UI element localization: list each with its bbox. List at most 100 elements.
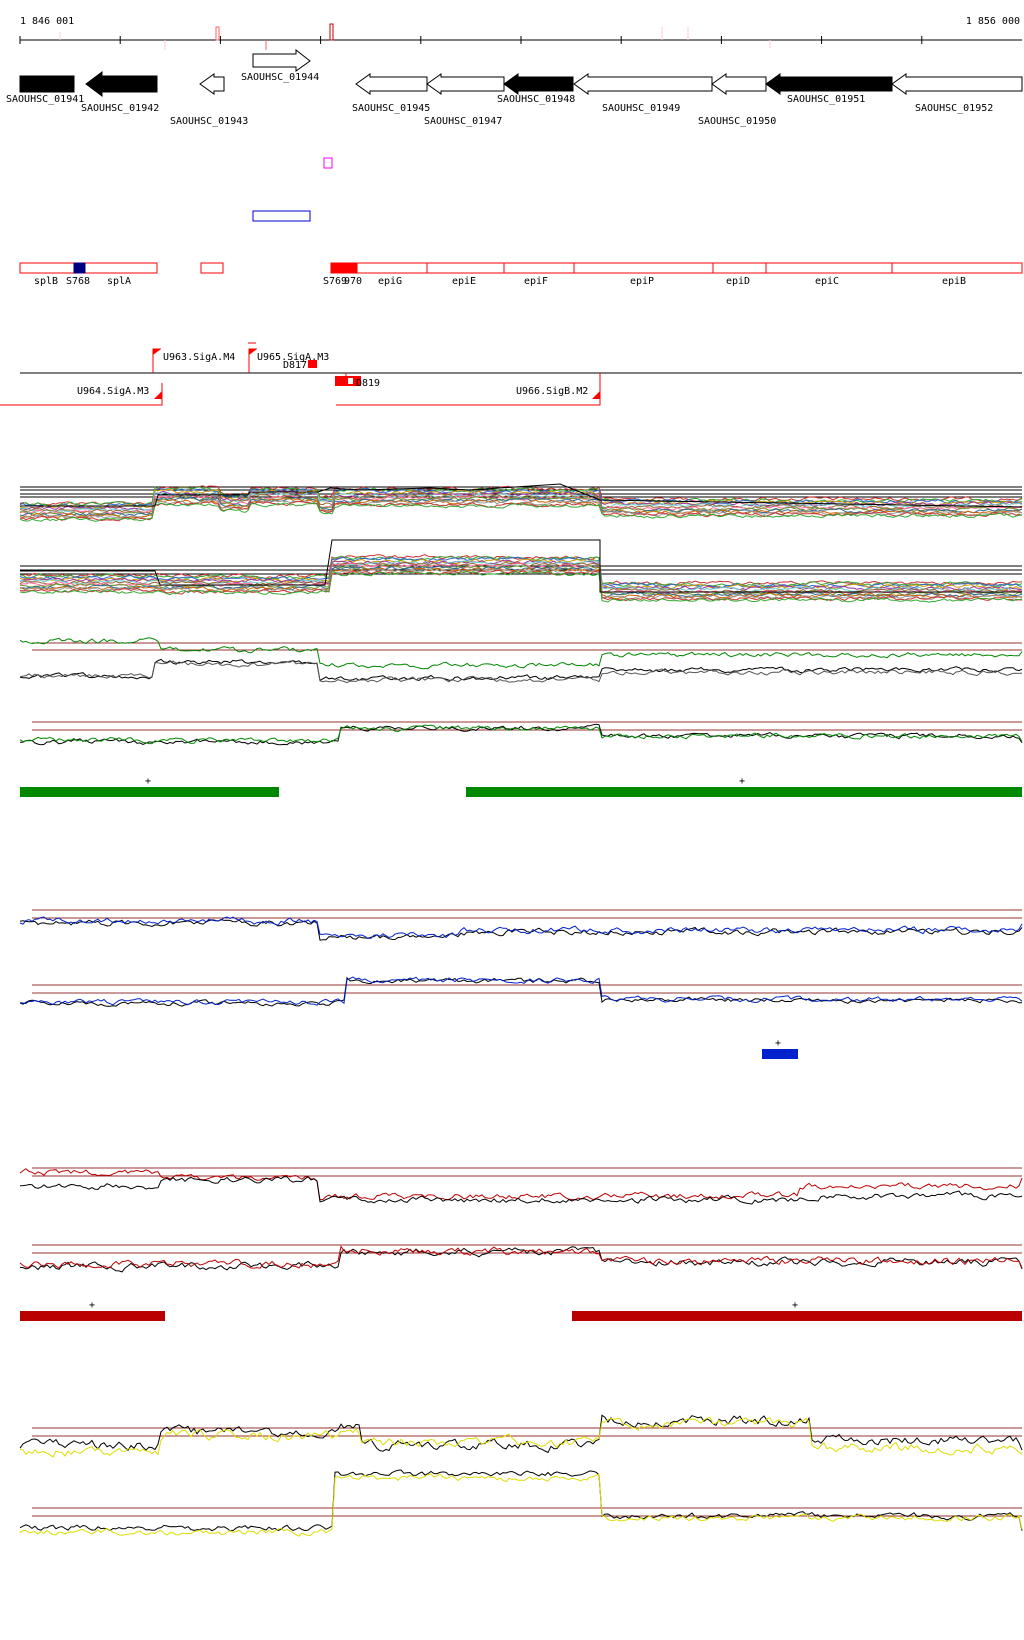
- profile-line: [19, 556, 1023, 589]
- gene-arrow-SAOUHSC_01943[interactable]: [199, 73, 225, 95]
- segment-bars-green: + +: [20, 776, 1022, 797]
- feature-box-epiP[interactable]: [573, 262, 714, 274]
- gene-label: SAOUHSC_01952: [915, 103, 993, 114]
- segment-marker: +: [145, 776, 151, 787]
- gene-arrow-SAOUHSC_01945[interactable]: [355, 73, 428, 95]
- gene-label: SAOUHSC_01948: [497, 94, 575, 105]
- gene-label: SAOUHSC_01947: [424, 116, 502, 127]
- promoter-label: U966.SigB.M2: [516, 386, 588, 397]
- feature-label: 970: [344, 276, 362, 287]
- track-group-green: [19, 637, 1023, 746]
- feature-label: S769: [323, 276, 347, 287]
- feature-box-epiF[interactable]: [503, 262, 575, 274]
- promoter-label: U965.SigA.M3: [257, 352, 329, 363]
- gene-arrow-SAOUHSC_01951[interactable]: [765, 73, 893, 95]
- track-group-multicolor: [19, 483, 1023, 603]
- ruler-ticks: [19, 36, 923, 44]
- feature-label: epiG: [378, 276, 402, 287]
- track-group-blue: [19, 909, 1023, 1007]
- profile-line: [19, 976, 1023, 1006]
- gene-arrow-SAOUHSC_01949[interactable]: [573, 73, 713, 95]
- feature-box-splB-splA[interactable]: [19, 262, 158, 274]
- profile-line: [19, 564, 1023, 597]
- feature-label: splA: [107, 276, 131, 287]
- feature-box-epiC[interactable]: [765, 262, 893, 274]
- profile-line: [19, 1176, 1023, 1205]
- gene-label: SAOUHSC_01941: [6, 94, 84, 105]
- track-group-red: [19, 1167, 1023, 1273]
- profile-line: [19, 488, 1023, 509]
- gene-label: SAOUHSC_01951: [787, 94, 865, 105]
- profile-line: [19, 502, 1023, 522]
- profile-line: [19, 916, 1023, 939]
- gene-arrow-SAOUHSC_01942[interactable]: [85, 71, 158, 97]
- feature-box-S769[interactable]: [330, 262, 358, 274]
- d817-box[interactable]: [308, 360, 317, 368]
- ruler-start-label: 1 846 001: [20, 16, 74, 27]
- promoter-label: U963.SigA.M4: [163, 352, 235, 363]
- promoter-label: D819: [356, 378, 380, 389]
- promoter-U964[interactable]: [0, 383, 163, 406]
- gene-track: SAOUHSC_01941 SAOUHSC_01942 SAOUHSC_0194…: [6, 48, 1023, 127]
- red-segment[interactable]: [20, 1311, 165, 1321]
- feature-label: epiD: [726, 276, 750, 287]
- feature-box-epiE[interactable]: [426, 262, 505, 274]
- ruler-variant-marks: [59, 23, 771, 50]
- profile-line: [19, 1245, 1023, 1269]
- profile-line: [20, 483, 1023, 508]
- feature-label: epiC: [815, 276, 839, 287]
- feature-label: epiB: [942, 276, 966, 287]
- blue-segment[interactable]: [762, 1049, 798, 1059]
- green-segment[interactable]: [20, 787, 279, 797]
- feature-label: epiP: [630, 276, 654, 287]
- gene-arrow-SAOUHSC_01950[interactable]: [711, 73, 767, 95]
- profile-line: [19, 660, 1023, 684]
- profile-line: [19, 486, 1023, 507]
- profile-line: [19, 558, 1023, 590]
- gene-label: SAOUHSC_01950: [698, 116, 776, 127]
- profile-line: [19, 1246, 1023, 1273]
- profile-line: [19, 723, 1023, 746]
- profile-line: [19, 658, 1023, 682]
- segment-marker: +: [739, 776, 745, 787]
- gene-arrow-SAOUHSC_01952[interactable]: [891, 73, 1023, 95]
- gene-label: SAOUHSC_01949: [602, 103, 680, 114]
- profile-line: [19, 490, 1023, 511]
- profile-line: [19, 1416, 1023, 1458]
- feature-box-epiD[interactable]: [712, 262, 767, 274]
- gene-label: SAOUHSC_01942: [81, 103, 159, 114]
- gene-label: SAOUHSC_01945: [352, 103, 430, 114]
- feature-box-epiB[interactable]: [891, 262, 1023, 274]
- gene-arrow-SAOUHSC_01948[interactable]: [503, 73, 574, 95]
- profile-line: [19, 496, 1023, 517]
- gene-arrow-SAOUHSC_01941[interactable]: [19, 75, 75, 93]
- gene-arrow-SAOUHSC_01947[interactable]: [426, 73, 505, 95]
- promoter-track: U963.SigA.M4 U965.SigA.M3 D817 U964.SigA…: [0, 342, 1022, 406]
- gene-label: SAOUHSC_01943: [170, 116, 248, 127]
- feature-label: epiF: [524, 276, 548, 287]
- profile-line: [19, 918, 1023, 941]
- magenta-feature-box[interactable]: [323, 157, 333, 169]
- feature-box-small[interactable]: [200, 262, 224, 274]
- blue-feature-box[interactable]: [252, 210, 311, 222]
- profile-line: [19, 567, 1023, 600]
- profile-line: [19, 500, 1023, 522]
- gene-arrow-SAOUHSC_01944[interactable]: [252, 48, 311, 72]
- feature-label: epiE: [452, 276, 476, 287]
- profile-line: [19, 637, 1023, 670]
- profile-line: [19, 1414, 1023, 1454]
- profile-line: [19, 1473, 1023, 1537]
- track-group-yellow: [19, 1414, 1023, 1537]
- segment-marker: +: [775, 1038, 781, 1049]
- green-segment[interactable]: [466, 787, 1022, 797]
- red-segment[interactable]: [572, 1311, 1022, 1321]
- gene-label: SAOUHSC_01944: [241, 72, 319, 83]
- expression-tracks: [19, 483, 1023, 1537]
- promoter-U966[interactable]: [336, 373, 601, 406]
- segment-bars-blue: +: [762, 1038, 798, 1059]
- profile-line: [19, 1469, 1023, 1532]
- feature-label: splB: [34, 276, 58, 287]
- feature-box-S768[interactable]: [73, 262, 86, 274]
- feature-box-epiG[interactable]: [356, 262, 428, 274]
